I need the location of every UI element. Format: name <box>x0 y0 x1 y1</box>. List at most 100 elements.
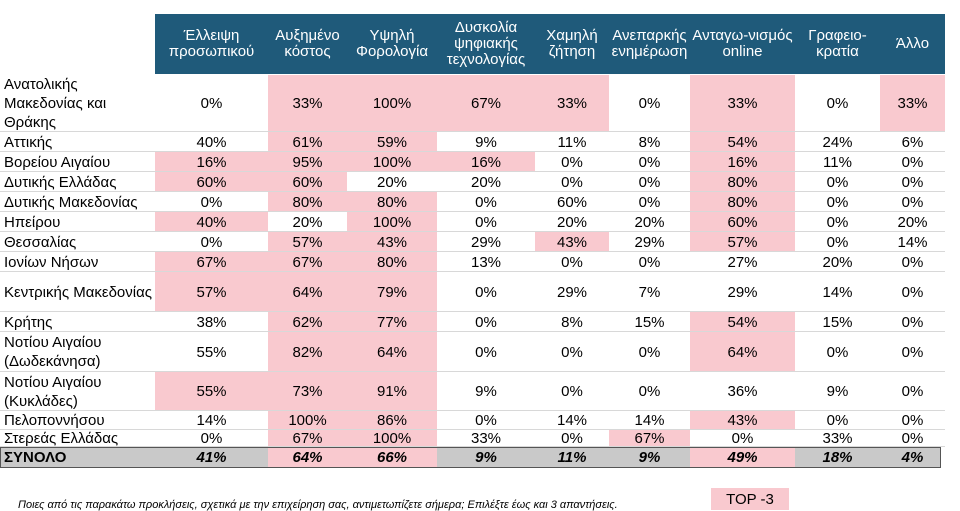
top3-legend: TOP -3 <box>711 488 789 510</box>
row-label: Ιονίων Νήσων <box>4 253 99 271</box>
row-divider <box>0 371 945 372</box>
table-cell: 0% <box>901 343 924 361</box>
table-cell: 29% <box>470 233 502 251</box>
table-cell: 29% <box>727 283 758 301</box>
table-cell: 14% <box>897 233 928 251</box>
table-cell: 0% <box>561 253 583 271</box>
table-cell: 9% <box>475 133 497 151</box>
row-label: Στερεάς Ελλάδας <box>4 430 119 447</box>
column-header: Έλλειψη προσωπικού <box>155 14 268 74</box>
row-divider <box>0 151 945 152</box>
table-cell: 100% <box>268 411 347 430</box>
table-cell: 54% <box>690 132 795 152</box>
table-cell: 14% <box>822 283 853 301</box>
table-cell: 36% <box>727 383 758 400</box>
table-cell: 0% <box>475 213 497 231</box>
row-divider <box>0 429 945 430</box>
table-cell: 0% <box>901 173 924 191</box>
table-cell: 60% <box>690 212 795 232</box>
table-cell: 0% <box>561 383 583 400</box>
table-cell: 0% <box>826 412 849 429</box>
column-header: Άλλο <box>880 14 945 74</box>
table-cell: 20% <box>822 253 853 271</box>
column-header: Ανταγω-νισμός online <box>690 14 795 74</box>
column-header: Υψηλή Φορολογία <box>347 14 437 74</box>
table-cell: 54% <box>690 312 795 332</box>
row-label: Δυτικής Ελλάδας <box>4 173 117 191</box>
table-cell: 64% <box>690 332 795 372</box>
row-label: Θεσσαλίας <box>4 233 77 251</box>
row-divider <box>0 311 945 312</box>
table-cell: 59% <box>347 132 437 152</box>
table-cell: 7% <box>638 283 661 301</box>
table-cell: 8% <box>638 133 661 151</box>
table-cell: 0% <box>901 412 924 429</box>
table-cell: 43% <box>690 411 795 430</box>
table-cell: 20% <box>376 173 408 191</box>
row-label: Βορείου Αιγαίου <box>4 153 111 171</box>
table-cell: 0% <box>638 95 661 112</box>
table-cell: 0% <box>826 343 849 361</box>
table-cell: 60% <box>556 193 588 211</box>
table-cell: 73% <box>268 372 347 411</box>
table-cell: 20% <box>634 213 665 231</box>
row-divider <box>0 171 945 172</box>
table-cell: 0% <box>200 193 223 211</box>
table-cell: 29% <box>556 283 588 301</box>
table-cell: 80% <box>690 172 795 192</box>
table-cell: 67% <box>155 252 268 272</box>
table-cell: 16% <box>690 152 795 172</box>
table-cell: 79% <box>347 272 437 312</box>
table-cell: 33% <box>268 75 347 132</box>
row-divider <box>0 231 945 232</box>
table-cell: 60% <box>155 172 268 192</box>
table-cell: 86% <box>347 411 437 430</box>
table-cell: 80% <box>347 192 437 212</box>
footnote: Ποιες από τις παρακάτω προκλήσεις, σχετι… <box>18 499 618 511</box>
table-cell: 0% <box>826 95 849 112</box>
table-cell: 43% <box>347 232 437 252</box>
table-cell: 0% <box>901 383 924 400</box>
table-cell: 0% <box>200 233 223 251</box>
row-divider <box>0 331 945 332</box>
table-cell: 0% <box>475 412 497 429</box>
row-label: Ανατολικής Μακεδονίας και Θράκης <box>4 76 107 131</box>
column-header: Γραφειο-κρατία <box>795 14 880 74</box>
table-cell: 0% <box>638 173 661 191</box>
table-cell: 55% <box>155 372 268 411</box>
table-cell: 15% <box>634 313 665 331</box>
row-divider <box>0 446 945 447</box>
table-cell: 0% <box>475 193 497 211</box>
column-header: Δυσκολία ψηφιακής τεχνολογίας <box>437 14 535 74</box>
table-cell: 64% <box>347 332 437 372</box>
table-cell: 60% <box>268 172 347 192</box>
table-cell: 57% <box>155 272 268 312</box>
table-cell: 95% <box>268 152 347 172</box>
table-cell: 13% <box>470 253 502 271</box>
total-cell: 49% <box>690 448 795 467</box>
row-label: Πελοποννήσου <box>4 412 105 429</box>
table-cell: 0% <box>638 153 661 171</box>
table-cell: 64% <box>268 272 347 312</box>
table-cell: 33% <box>690 75 795 132</box>
row-divider <box>0 211 945 212</box>
table-cell: 80% <box>347 252 437 272</box>
table-cell: 40% <box>155 212 268 232</box>
table-cell: 67% <box>268 252 347 272</box>
row-divider <box>0 131 945 132</box>
column-header: Αυξημένο κόστος <box>268 14 347 74</box>
row-divider <box>0 191 945 192</box>
table-cell: 0% <box>901 253 924 271</box>
table-cell: 20% <box>292 213 323 231</box>
table-cell: 0% <box>561 173 583 191</box>
table-cell: 6% <box>901 133 924 151</box>
total-cell: 11% <box>557 449 587 466</box>
table-cell: 33% <box>822 430 853 447</box>
column-header: Χαμηλή ζήτηση <box>535 14 609 74</box>
total-cell: 18% <box>822 449 853 466</box>
table-cell: 33% <box>470 430 502 447</box>
table-cell: 29% <box>634 233 665 251</box>
table-cell: 100% <box>347 212 437 232</box>
table-cell: 80% <box>690 192 795 212</box>
table-cell: 0% <box>826 193 849 211</box>
